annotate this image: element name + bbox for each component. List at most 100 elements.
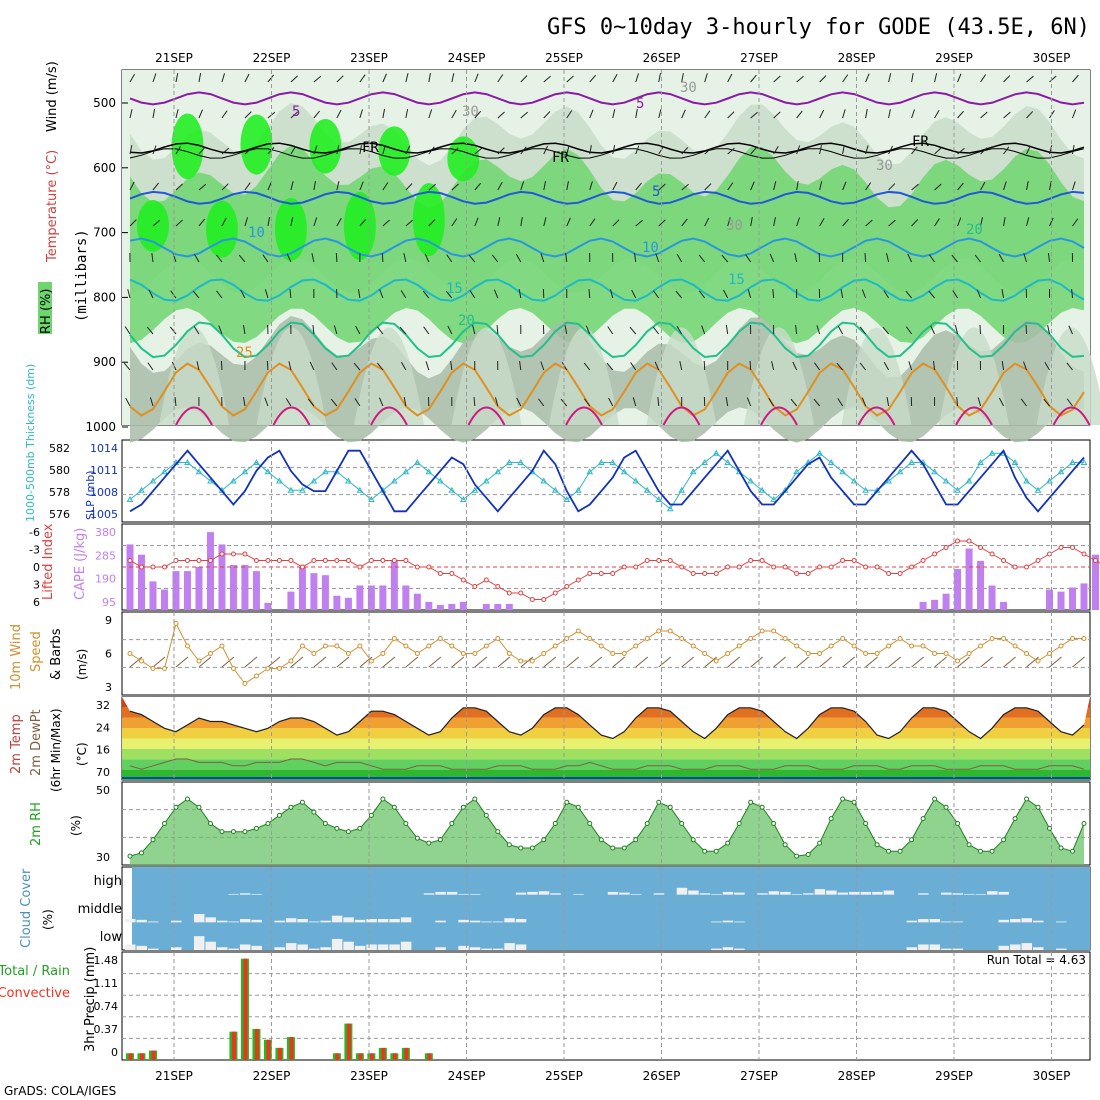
wind-barb xyxy=(152,73,157,83)
wind-barb xyxy=(609,289,614,299)
wind-barb xyxy=(1026,75,1034,83)
cape-bar xyxy=(494,603,502,610)
date-label-bottom: 30SEP xyxy=(1033,1069,1071,1083)
cloud-low-bar xyxy=(205,941,216,950)
lifted-index-axis-label: Lifted Index xyxy=(41,523,56,600)
cape-bar xyxy=(425,601,433,610)
thickness-series-point xyxy=(1080,458,1088,465)
wind-speed-series-point xyxy=(1001,636,1007,641)
wind-barb xyxy=(193,326,200,335)
cloud-mid-bar xyxy=(308,921,320,923)
wind-barb xyxy=(497,111,505,119)
wind-barb-10m xyxy=(957,656,970,668)
wind-barb xyxy=(612,73,618,83)
wind-barb xyxy=(842,218,849,227)
cape-bar xyxy=(413,593,421,610)
wind-speed-series-point xyxy=(288,658,294,664)
wind-barb xyxy=(704,217,710,227)
cloud-mid-bar xyxy=(1010,919,1021,923)
wind-speed-series-point xyxy=(552,643,558,649)
wind-barb xyxy=(423,326,430,335)
wind-barb-10m xyxy=(198,656,212,668)
rh2m-series-point xyxy=(587,821,593,826)
wind-barb xyxy=(750,181,755,191)
wind-barb xyxy=(198,73,202,83)
wind-barb xyxy=(796,181,799,191)
wind-speed-series-point xyxy=(955,658,961,664)
wind-barb xyxy=(928,254,935,263)
wind-barb xyxy=(221,73,225,83)
wind-barb-10m xyxy=(474,656,488,668)
chart-title: GFS 0~10day 3-hourly for GODE (43.5E, 6N… xyxy=(547,15,1090,40)
wind-speed-series-point xyxy=(932,651,938,656)
wind-barb xyxy=(515,253,522,263)
wind-unit-label: (m/s) xyxy=(75,649,89,680)
cloud-low-bar xyxy=(228,948,239,950)
rh2m-series-point xyxy=(414,835,420,841)
cape-bar xyxy=(356,585,364,610)
wind-barb xyxy=(152,219,161,227)
rh2m-series-point xyxy=(1001,837,1007,843)
rh2m-series-point xyxy=(334,825,340,831)
wind-barb xyxy=(865,145,869,155)
cloud-low-bar xyxy=(435,947,446,950)
thickness-axis-label: 1000-500mb Thickness (dm) xyxy=(24,364,37,522)
cloud-high-bar xyxy=(688,890,699,895)
cape-bar xyxy=(218,544,226,610)
wind-speed-series-point xyxy=(276,666,282,671)
cloud-high-bar xyxy=(550,893,561,895)
cloud-low-bar xyxy=(331,938,343,950)
wind-speed-series-point xyxy=(357,643,363,649)
cape-bar xyxy=(241,564,249,610)
rh2m-series-point xyxy=(621,845,627,851)
wind-barb xyxy=(286,253,292,263)
wind-barb xyxy=(244,73,250,83)
thickness-series-point xyxy=(850,477,858,484)
axis-tick-slp: 1011 xyxy=(90,464,118,477)
cloud-axis-label: Cloud Cover xyxy=(19,868,34,948)
wind-speed-series-point xyxy=(196,658,202,664)
rh-moist-cell xyxy=(309,118,342,174)
slp-axis-label: SLP (mb) xyxy=(84,470,97,520)
wind-barb-10m xyxy=(911,656,924,668)
thickness-series-point xyxy=(586,468,594,475)
rh2m-series-point xyxy=(610,845,616,851)
wind-barb xyxy=(290,146,297,155)
axis-tick-precip: 0 xyxy=(111,1046,118,1059)
wind-barb-10m xyxy=(865,656,878,668)
wind-barb xyxy=(589,109,594,119)
rh2m-series-point xyxy=(552,821,558,826)
wind-speed-series-point xyxy=(1012,643,1018,649)
wind-speed-series-point xyxy=(472,651,478,656)
contour-label: 10 xyxy=(642,240,659,256)
wind-barb xyxy=(152,182,160,191)
thickness-series-point xyxy=(413,458,421,465)
wind-barb xyxy=(888,219,896,227)
wind-speed-series-point xyxy=(817,651,823,656)
wind-barb xyxy=(655,253,660,263)
wind-barb xyxy=(957,182,964,191)
wind-barb xyxy=(956,396,959,407)
wind-barb xyxy=(152,109,156,119)
cloud-high-bar xyxy=(538,891,550,895)
precip-conv-bar xyxy=(254,1028,259,1060)
wind-speed-series-point xyxy=(782,636,788,641)
axis-tick-temp: 70 xyxy=(96,766,110,779)
date-label-top: 22SEP xyxy=(253,51,291,65)
wind-barb xyxy=(652,290,660,299)
wind-barb-10m xyxy=(290,656,304,668)
lifted-index-series-point xyxy=(690,571,696,576)
lifted-index-series-point xyxy=(1081,551,1087,557)
wind-barb xyxy=(152,145,157,155)
axis-tick-temp: 24 xyxy=(96,721,110,734)
wind-speed-series-point xyxy=(403,643,409,649)
rh2m-series-point xyxy=(1035,804,1041,810)
cloud-mid-bar xyxy=(136,919,147,923)
wind-barb-10m xyxy=(704,656,718,668)
wind-barb xyxy=(403,397,407,407)
wind-barb xyxy=(221,183,229,191)
wind-barb xyxy=(382,109,386,119)
thickness-series-point xyxy=(264,468,272,475)
wind-barb xyxy=(701,325,706,335)
rh-axis-label: RH (%) xyxy=(39,289,54,334)
